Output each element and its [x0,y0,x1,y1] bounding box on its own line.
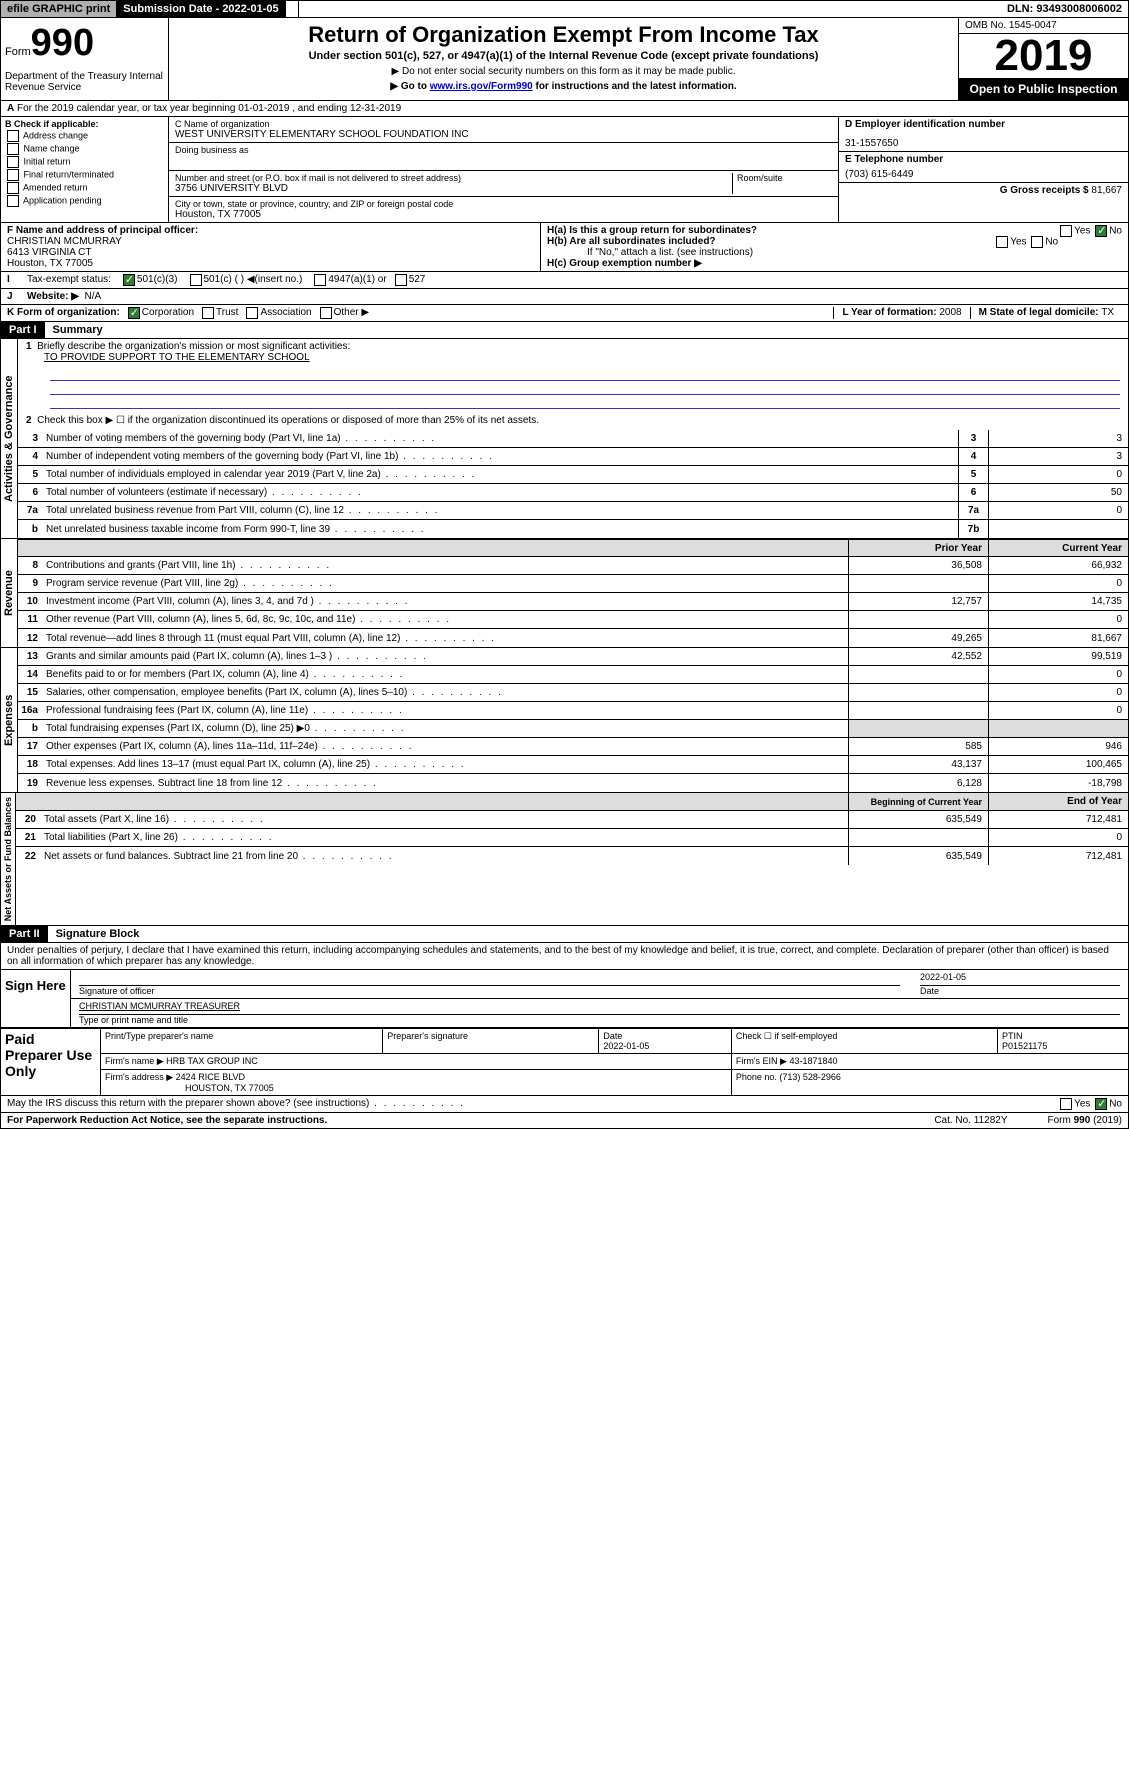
sign-date: 2022-01-05 [920,972,1120,986]
instruction-1: ▶ Do not enter social security numbers o… [173,66,954,77]
dln: DLN: 93493008006002 [1001,1,1128,17]
part2-header: Part II [1,926,48,942]
checkbox-final-return[interactable] [7,169,19,181]
checkbox-ha-yes[interactable] [1060,225,1072,237]
checkbox-discuss-yes[interactable] [1060,1098,1072,1110]
section-f: F Name and address of principal officer:… [1,223,541,271]
form-header: Form990 Department of the Treasury Inter… [0,18,1129,101]
section-fgh: F Name and address of principal officer:… [0,223,1129,272]
preparer-date: 2022-01-05 [603,1041,649,1051]
checkbox-hb-no[interactable] [1031,236,1043,248]
irs-link[interactable]: www.irs.gov/Form990 [430,81,533,92]
discuss-row: May the IRS discuss this return with the… [0,1096,1129,1113]
section-d: D Employer identification number 31-1557… [838,117,1128,222]
row-a: A For the 2019 calendar year, or tax yea… [0,101,1129,117]
sign-section: Sign Here Signature of officer 2022-01-0… [0,970,1129,1028]
instruction-2: ▶ Go to www.irs.gov/Form990 for instruct… [173,81,954,92]
checkbox-527[interactable] [395,274,407,286]
sidebar-revenue: Revenue [1,539,18,647]
part1-title: Summary [45,322,111,338]
section-c: C Name of organization WEST UNIVERSITY E… [169,117,838,222]
row-k: K Form of organization: Corporation Trus… [0,305,1129,322]
firm-address: 2424 RICE BLVD [176,1072,245,1082]
ein: 31-1557650 [845,138,1122,149]
checkbox-name-change[interactable] [7,143,19,155]
tax-year: 2019 [959,34,1128,78]
checkbox-4947[interactable] [314,274,326,286]
checkbox-initial-return[interactable] [7,156,19,168]
state-domicile: TX [1101,307,1114,318]
part1-revenue: Revenue Prior Year Current Year 8Contrib… [0,539,1129,648]
checkbox-ha-no[interactable] [1095,225,1107,237]
org-city: Houston, TX 77005 [175,209,832,220]
part1-expenses: Expenses 13Grants and similar amounts pa… [0,648,1129,793]
top-bar: efile GRAPHIC print Submission Date - 20… [0,0,1129,18]
checkbox-assoc[interactable] [246,307,258,319]
officer-name: CHRISTIAN MCMURRAY [7,236,122,247]
sidebar-governance: Activities & Governance [1,339,18,538]
website: N/A [85,291,102,302]
checkbox-amended[interactable] [7,182,19,194]
checkbox-501c[interactable] [190,274,202,286]
ptin: P01521175 [1002,1041,1047,1051]
firm-ein: 43-1871840 [789,1056,837,1066]
part1-header: Part I [1,322,45,338]
checkbox-trust[interactable] [202,307,214,319]
sign-here-label: Sign Here [1,970,71,1027]
efile-button[interactable]: efile GRAPHIC print [1,1,117,17]
form-prefix: Form [5,46,31,58]
section-bcd: B Check if applicable: Address change Na… [0,117,1129,223]
firm-phone: (713) 528-2966 [779,1072,841,1082]
checkbox-address-change[interactable] [7,130,19,142]
officer-name-title: CHRISTIAN MCMURRAY TREASURER [79,1001,1120,1015]
checkbox-501c3[interactable] [123,274,135,286]
part2-title: Signature Block [48,926,148,942]
checkbox-corp[interactable] [128,307,140,319]
firm-name: HRB TAX GROUP INC [166,1056,258,1066]
mission: TO PROVIDE SUPPORT TO THE ELEMENTARY SCH… [26,352,310,363]
submission-date-label: Submission Date - 2022-01-05 [117,1,285,17]
submission-date-spacer [286,1,299,17]
row-i: I Tax-exempt status: 501(c)(3) 501(c) ( … [0,272,1129,289]
form-number: 990 [31,22,94,64]
year-formation: 2008 [939,307,961,318]
part1-netassets: Net Assets or Fund Balances Beginning of… [0,793,1129,926]
row-j: J Website: ▶ N/A [0,289,1129,305]
checkbox-hb-yes[interactable] [996,236,1008,248]
footer: For Paperwork Reduction Act Notice, see … [0,1113,1129,1129]
section-b: B Check if applicable: Address change Na… [1,117,169,222]
checkbox-application-pending[interactable] [7,195,19,207]
checkbox-other[interactable] [320,307,332,319]
sidebar-expenses: Expenses [1,648,18,792]
form-subtitle: Under section 501(c), 527, or 4947(a)(1)… [173,50,954,62]
sidebar-netassets: Net Assets or Fund Balances [1,793,16,925]
paid-preparer-table: Paid Preparer Use Only Print/Type prepar… [0,1028,1129,1096]
department: Department of the Treasury Internal Reve… [5,71,164,93]
form-title: Return of Organization Exempt From Incom… [173,22,954,48]
section-h: H(a) Is this a group return for subordin… [541,223,1128,271]
org-address: 3756 UNIVERSITY BLVD [175,183,732,194]
paid-preparer-label: Paid Preparer Use Only [1,1029,101,1096]
part1-governance: Activities & Governance 1 Briefly descri… [0,339,1129,539]
org-name: WEST UNIVERSITY ELEMENTARY SCHOOL FOUNDA… [175,129,832,140]
declaration: Under penalties of perjury, I declare th… [0,943,1129,970]
checkbox-discuss-no[interactable] [1095,1098,1107,1110]
gross-receipts: 81,667 [1091,185,1122,196]
open-public: Open to Public Inspection [959,78,1128,100]
phone: (703) 615-6449 [845,169,1122,180]
